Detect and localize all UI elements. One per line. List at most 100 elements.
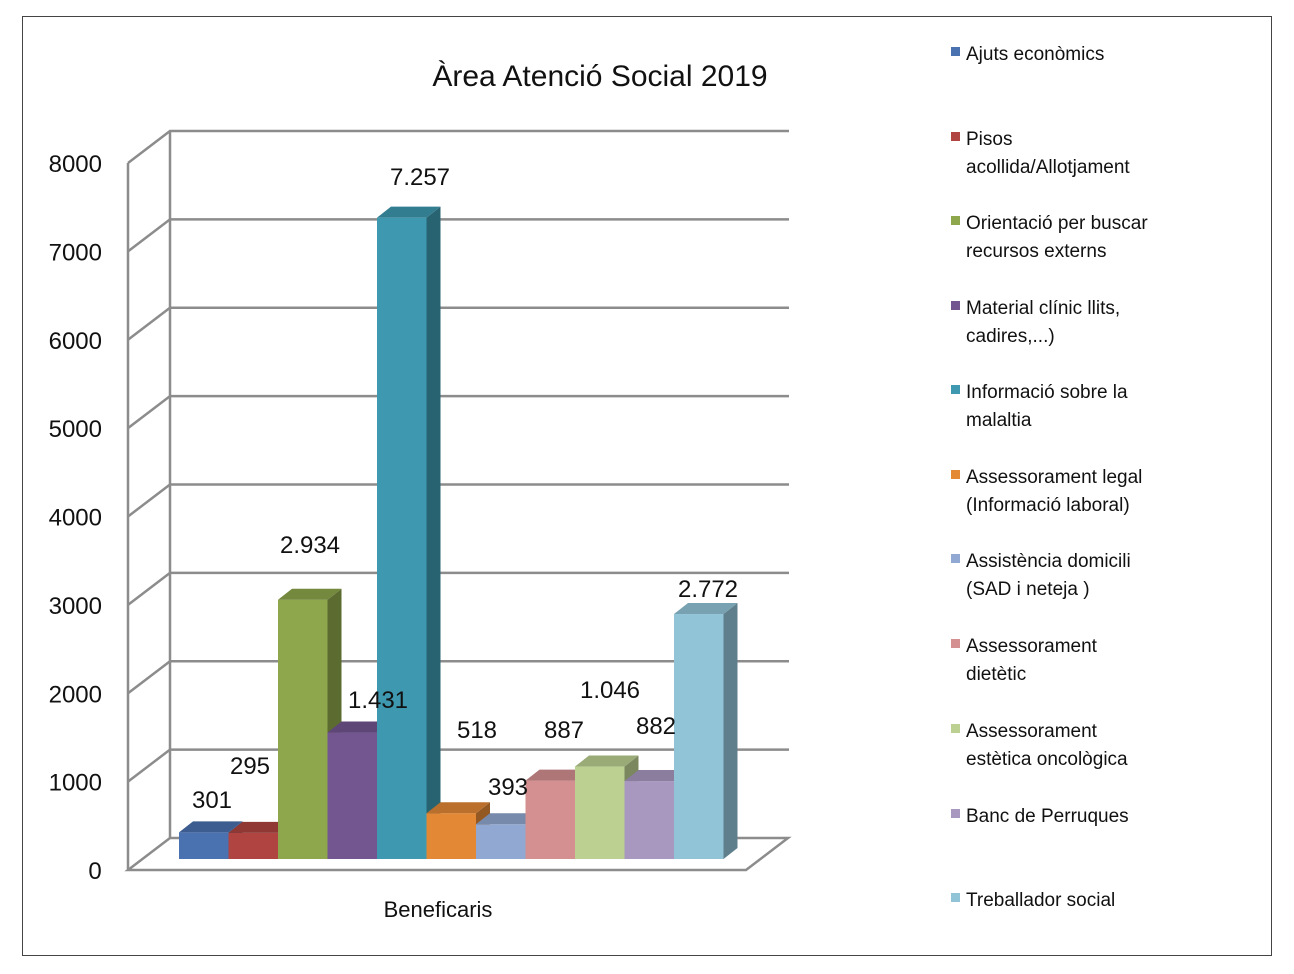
bar-top <box>327 721 391 733</box>
bar-front <box>624 781 674 859</box>
legend-swatch <box>951 301 960 310</box>
bar-top <box>278 588 342 600</box>
legend-swatch <box>951 724 960 733</box>
legend-label: dietètic <box>966 664 1026 685</box>
gridline <box>127 218 789 253</box>
legend-item: Assessorament estètica oncològica <box>951 721 1128 770</box>
legend-label: Informació sobre la <box>966 382 1128 403</box>
bar-front <box>327 732 377 859</box>
bar-front <box>426 813 476 859</box>
y-tick-label: 6000 <box>49 328 102 355</box>
gridline <box>127 306 789 341</box>
legend-swatch <box>951 216 960 225</box>
legend-swatch <box>951 893 960 902</box>
data-label: 2.772 <box>678 576 738 603</box>
y-tick-label: 1000 <box>49 770 102 797</box>
gridline <box>127 129 789 164</box>
legend-item: Orientació per buscar recursos externs <box>951 213 1148 262</box>
legend-item: Treballador social <box>951 890 1115 911</box>
legend-label: acollida/Allotjament <box>966 157 1130 178</box>
data-label: 2.934 <box>280 532 340 559</box>
data-label: 301 <box>192 787 232 814</box>
data-labels: 301 295 2.934 1.431 7.257 518 393 887 1.046 882 2.… <box>192 164 738 814</box>
bar-front <box>476 824 526 859</box>
bar-top <box>228 821 292 833</box>
data-label: 7.257 <box>390 164 450 191</box>
legend-label: Assessorament legal <box>966 467 1142 488</box>
legend-label: Pisos <box>966 129 1012 150</box>
data-label: 882 <box>636 713 676 740</box>
data-label: 518 <box>457 717 497 744</box>
axes: 0 1000 2000 3000 4000 5000 6000 7000 8000 <box>49 131 792 885</box>
legend-swatch <box>951 639 960 648</box>
legend-swatch <box>951 470 960 479</box>
y-tick-label: 2000 <box>49 681 102 708</box>
bar-side <box>426 206 441 860</box>
bar-top <box>624 770 688 782</box>
legend-label: Orientació per buscar <box>966 213 1148 234</box>
legend: Ajuts econòmics Pisos acollida/Allotjament… <box>951 44 1148 911</box>
y-tick-label: 0 <box>88 858 101 885</box>
legend-label: cadires,...) <box>966 326 1055 347</box>
legend-label: Assistència domicili <box>966 551 1131 572</box>
bar-front <box>575 766 625 859</box>
gridline <box>127 394 789 430</box>
legend-item: Informació sobre la malaltia <box>951 382 1128 431</box>
bar-front <box>525 780 575 859</box>
data-label: 393 <box>488 774 528 801</box>
legend-label: Material clínic llits, <box>966 298 1120 319</box>
bar-front <box>674 614 724 859</box>
y-tick-label: 3000 <box>49 593 102 620</box>
gridline <box>127 483 789 518</box>
legend-label: Ajuts econòmics <box>966 44 1104 65</box>
legend-label: Banc de Perruques <box>966 806 1129 827</box>
bar-top <box>426 802 490 814</box>
bar <box>674 603 738 859</box>
legend-item: Assessorament dietètic <box>951 636 1098 685</box>
legend-item: Assistència domicili (SAD i neteja ) <box>951 551 1131 600</box>
x-category-label: Beneficaris <box>384 897 493 922</box>
legend-item: Ajuts econòmics <box>951 44 1104 65</box>
y-tick-label: 7000 <box>49 239 102 266</box>
legend-swatch <box>951 385 960 394</box>
y-tick-label: 4000 <box>49 505 102 532</box>
bar-top <box>674 603 738 615</box>
bars <box>179 206 738 860</box>
bar-front <box>179 832 229 859</box>
legend-item: Banc de Perruques <box>951 806 1129 827</box>
bar-top <box>179 821 243 833</box>
bar-top <box>575 755 639 767</box>
legend-label: malaltia <box>966 410 1032 431</box>
bar-side <box>723 603 738 859</box>
data-label: 1.431 <box>348 687 408 714</box>
legend-item: Assessorament legal (Informació laboral) <box>951 467 1142 516</box>
bar-front <box>377 217 427 860</box>
bar-top <box>377 206 441 218</box>
floor <box>124 836 792 872</box>
y-tick-label: 8000 <box>49 151 102 178</box>
chart-title: Àrea Atenció Social 2019 <box>432 60 767 93</box>
data-label: 295 <box>230 753 270 780</box>
legend-label: recursos externs <box>966 241 1106 262</box>
legend-label: (SAD i neteja ) <box>966 579 1090 600</box>
data-label: 887 <box>544 717 584 744</box>
legend-item: Material clínic llits, cadires,...) <box>951 298 1120 347</box>
legend-swatch <box>951 132 960 141</box>
bar-front <box>228 832 278 859</box>
bar <box>377 206 441 860</box>
data-label: 1.046 <box>580 677 640 704</box>
bar-front <box>278 599 328 859</box>
bar-top <box>525 769 589 781</box>
legend-item: Pisos acollida/Allotjament <box>951 129 1130 178</box>
y-tick-label: 5000 <box>49 416 102 443</box>
legend-label: Treballador social <box>966 890 1115 911</box>
legend-label: Assessorament <box>966 721 1098 742</box>
legend-swatch <box>951 554 960 563</box>
legend-label: (Informació laboral) <box>966 495 1130 516</box>
legend-label: estètica oncològica <box>966 749 1128 770</box>
legend-label: Assessorament <box>966 636 1098 657</box>
bar-top <box>476 813 540 825</box>
legend-swatch <box>951 47 960 56</box>
legend-swatch <box>951 809 960 818</box>
